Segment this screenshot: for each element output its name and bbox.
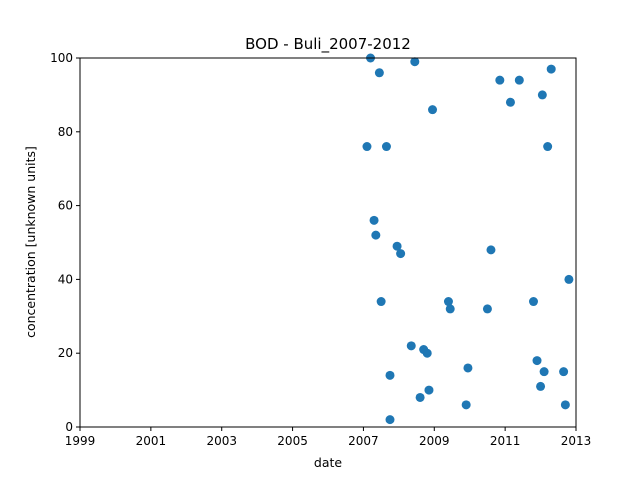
data-point — [376, 297, 386, 307]
x-tick-label: 2005 — [277, 434, 308, 448]
data-point — [560, 400, 570, 410]
data-point — [385, 370, 395, 380]
data-point — [396, 249, 406, 259]
data-point — [410, 57, 420, 67]
data-point — [559, 367, 569, 377]
plot-frame — [79, 57, 577, 428]
y-tick-label: 40 — [58, 272, 73, 286]
y-tick-label: 60 — [58, 199, 73, 213]
x-axis-ticks: 1999 2001 2003 2005 2007 2009 2011 2013 — [65, 427, 592, 448]
data-point — [392, 241, 402, 251]
x-tick-label: 2009 — [419, 434, 450, 448]
y-axis-ticks: 0 20 40 60 80 100 — [50, 51, 80, 434]
data-point — [428, 105, 438, 115]
x-tick-label: 2001 — [136, 434, 167, 448]
data-point — [532, 356, 542, 366]
y-tick-label: 100 — [50, 51, 73, 65]
data-point — [495, 75, 505, 85]
data-point — [385, 415, 395, 425]
x-tick-label: 2013 — [561, 434, 592, 448]
data-point — [461, 400, 471, 410]
data-point — [514, 75, 524, 85]
data-point — [415, 392, 425, 402]
data-point — [443, 297, 453, 307]
data-point — [406, 341, 416, 351]
x-tick-label: 1999 — [65, 434, 96, 448]
y-axis-label: concentration [unknown units] — [23, 146, 38, 338]
x-tick-label: 2003 — [206, 434, 237, 448]
data-point — [505, 97, 515, 107]
data-point — [422, 348, 432, 358]
data-point — [482, 304, 492, 314]
data-point — [528, 297, 538, 307]
data-point — [539, 367, 549, 377]
data-point — [369, 215, 379, 225]
data-point — [374, 68, 384, 78]
data-point — [463, 363, 473, 373]
data-point — [546, 64, 556, 74]
data-point — [536, 381, 546, 391]
data-point — [543, 142, 553, 152]
x-axis-label: date — [314, 455, 342, 470]
y-tick-label: 0 — [65, 420, 73, 434]
x-tick-label: 2007 — [348, 434, 379, 448]
data-point — [381, 142, 391, 152]
data-point — [537, 90, 547, 100]
data-point — [564, 274, 574, 284]
data-point — [371, 230, 381, 240]
chart-title: BOD - Buli_2007-2012 — [245, 35, 411, 54]
data-point — [362, 142, 372, 152]
data-point — [486, 245, 496, 255]
x-tick-label: 2011 — [490, 434, 521, 448]
data-points — [362, 53, 574, 425]
y-tick-label: 80 — [58, 125, 73, 139]
data-point — [445, 304, 455, 314]
data-point — [424, 385, 434, 395]
y-tick-label: 20 — [58, 346, 73, 360]
